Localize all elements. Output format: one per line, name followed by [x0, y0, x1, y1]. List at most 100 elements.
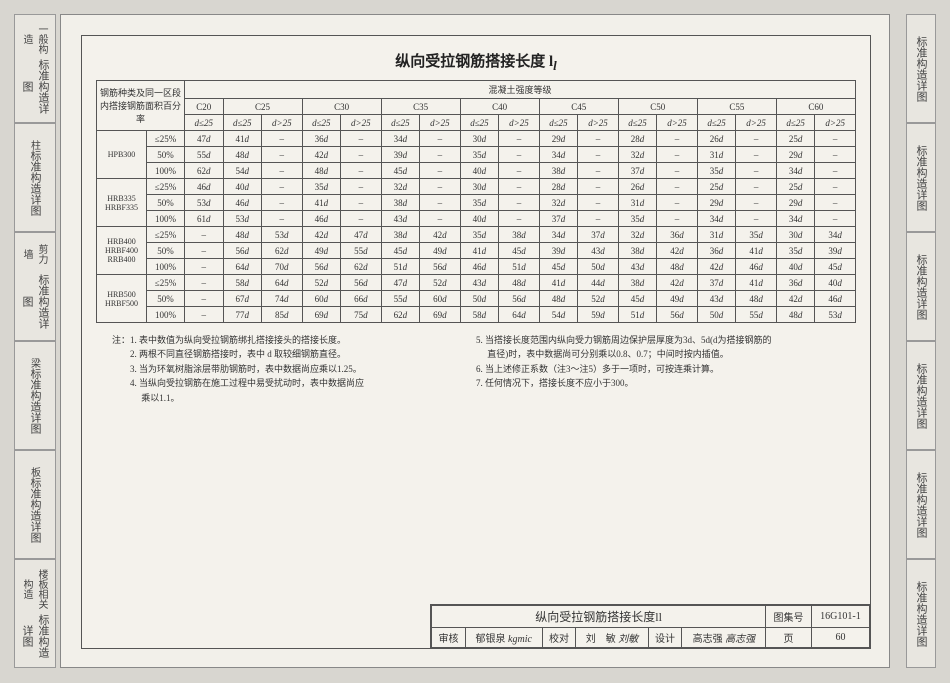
data-cell: 38d: [381, 227, 420, 243]
tab-r2[interactable]: 标准构造详图: [906, 232, 936, 341]
tab-shearwall[interactable]: 剪力墙标准构造详图: [14, 232, 56, 341]
data-cell: 75d: [341, 307, 382, 323]
data-cell: –: [185, 307, 224, 323]
data-cell: 55d: [736, 307, 777, 323]
data-cell: –: [341, 195, 382, 211]
left-tab-strip: 一般构造标准构造详图 柱标准构造详图 剪力墙标准构造详图 梁标准构造详图 板标准…: [14, 14, 56, 668]
page-number: 60: [811, 628, 869, 648]
tab-r1[interactable]: 标准构造详图: [906, 123, 936, 232]
data-cell: 45d: [539, 259, 578, 275]
data-cell: 43d: [381, 211, 420, 227]
data-cell: 35d: [736, 227, 777, 243]
data-cell: 39d: [381, 147, 420, 163]
data-cell: 53d: [223, 211, 262, 227]
data-cell: 77d: [223, 307, 262, 323]
data-cell: –: [185, 291, 224, 307]
data-cell: 42d: [657, 275, 698, 291]
data-cell: 35d: [618, 211, 657, 227]
data-cell: 34d: [776, 211, 815, 227]
data-cell: 50d: [460, 291, 499, 307]
data-cell: 40d: [223, 179, 262, 195]
data-cell: 70d: [262, 259, 303, 275]
data-cell: 60d: [302, 291, 341, 307]
data-cell: –: [420, 195, 461, 211]
data-cell: –: [815, 163, 856, 179]
data-cell: 48d: [499, 275, 540, 291]
data-cell: 58d: [460, 307, 499, 323]
data-cell: 53d: [262, 227, 303, 243]
data-cell: 48d: [776, 307, 815, 323]
data-cell: 47d: [381, 275, 420, 291]
data-cell: 48d: [736, 291, 777, 307]
data-cell: 35d: [460, 195, 499, 211]
data-cell: –: [499, 131, 540, 147]
data-cell: 40d: [776, 259, 815, 275]
data-cell: –: [736, 179, 777, 195]
tab-floor[interactable]: 楼板相关构造标准构造详图: [14, 559, 56, 668]
data-cell: –: [736, 163, 777, 179]
data-cell: –: [185, 275, 224, 291]
data-cell: 50d: [578, 259, 619, 275]
title-block: 纵向受拉钢筋搭接长度ll 图集号 16G101-1 审核 郁银泉 kgmic 校…: [430, 604, 870, 648]
tab-column[interactable]: 柱标准构造详图: [14, 123, 56, 232]
data-cell: –: [420, 131, 461, 147]
data-cell: 34d: [381, 131, 420, 147]
percent-label: 100%: [147, 259, 185, 275]
tab-beam[interactable]: 梁标准构造详图: [14, 341, 56, 450]
data-cell: 62d: [381, 307, 420, 323]
notes-right: 5. 当搭接长度范围内纵向受力钢筋周边保护层厚度为3d、5d(d为搭接钢筋的 直…: [476, 333, 840, 405]
data-cell: 45d: [618, 291, 657, 307]
data-cell: 54d: [539, 307, 578, 323]
data-cell: 41d: [302, 195, 341, 211]
percent-label: 50%: [147, 291, 185, 307]
data-cell: 56d: [420, 259, 461, 275]
data-cell: 69d: [420, 307, 461, 323]
data-cell: 41d: [223, 131, 262, 147]
data-cell: –: [341, 163, 382, 179]
data-cell: –: [341, 147, 382, 163]
percent-label: ≤25%: [147, 179, 185, 195]
data-cell: 56d: [657, 307, 698, 323]
data-cell: 43d: [460, 275, 499, 291]
table-row: 50%53d46d–41d–38d–35d–32d–31d–29d–29d–: [97, 195, 856, 211]
tab-r0[interactable]: 标准构造详图: [906, 14, 936, 123]
table-row: 50%–56d62d49d55d45d49d41d45d39d43d38d42d…: [97, 243, 856, 259]
review-label: 审核: [432, 628, 466, 648]
tab-r3[interactable]: 标准构造详图: [906, 341, 936, 450]
tab-r4[interactable]: 标准构造详图: [906, 450, 936, 559]
table-row: 100%–77d85d69d75d62d69d58d64d54d59d51d56…: [97, 307, 856, 323]
data-cell: 34d: [697, 211, 736, 227]
d-row: d≤25 d≤25d>25 d≤25d>25 d≤25d>25 d≤25d>25…: [97, 115, 856, 131]
percent-label: ≤25%: [147, 227, 185, 243]
data-cell: –: [341, 211, 382, 227]
data-cell: 46d: [815, 291, 856, 307]
data-cell: –: [420, 179, 461, 195]
data-cell: –: [420, 163, 461, 179]
data-cell: 52d: [302, 275, 341, 291]
data-cell: 55d: [381, 291, 420, 307]
data-cell: 40d: [460, 211, 499, 227]
table-row: 100%62d54d–48d–45d–40d–38d–37d–35d–34d–: [97, 163, 856, 179]
table-row: 100%61d53d–46d–43d–40d–37d–35d–34d–34d–: [97, 211, 856, 227]
design-name: 高志强 高志强: [682, 628, 766, 648]
table-row: HPB300≤25%47d41d–36d–34d–30d–29d–28d–26d…: [97, 131, 856, 147]
data-cell: 52d: [578, 291, 619, 307]
data-cell: 36d: [697, 243, 736, 259]
tab-general[interactable]: 一般构造标准构造详图: [14, 14, 56, 123]
rebar-type-label: HRB400HRBF400RRB400: [97, 227, 147, 275]
data-cell: 31d: [618, 195, 657, 211]
tab-r5[interactable]: 标准构造详图: [906, 559, 936, 668]
data-cell: 41d: [736, 275, 777, 291]
data-cell: 51d: [618, 307, 657, 323]
data-cell: 42d: [657, 243, 698, 259]
percent-label: ≤25%: [147, 275, 185, 291]
percent-label: 100%: [147, 163, 185, 179]
data-cell: –: [736, 131, 777, 147]
data-cell: 66d: [341, 291, 382, 307]
tab-slab[interactable]: 板标准构造详图: [14, 450, 56, 559]
data-cell: 32d: [539, 195, 578, 211]
page-frame: 纵向受拉钢筋搭接长度 ll 钢筋种类及同一区段内搭接钢筋面积百分率 混凝土强度等…: [60, 14, 890, 668]
data-cell: –: [262, 131, 303, 147]
data-cell: 31d: [697, 227, 736, 243]
data-cell: –: [499, 211, 540, 227]
